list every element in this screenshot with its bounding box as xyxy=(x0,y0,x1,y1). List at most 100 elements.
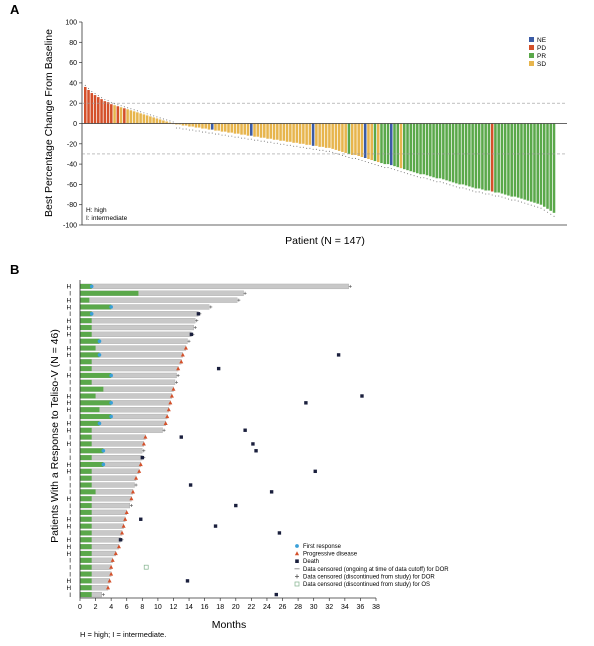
first-response-marker xyxy=(97,421,102,426)
waterfall-bar xyxy=(435,123,439,179)
patient-row: I xyxy=(69,311,202,318)
patient-group-label: H xyxy=(66,544,71,551)
waterfall-bar xyxy=(510,123,513,197)
bar-label-mark xyxy=(472,190,474,192)
patient-row: H xyxy=(66,544,121,551)
first-response-marker xyxy=(97,353,102,357)
progressive-disease-marker xyxy=(120,530,125,535)
bar-label-mark xyxy=(299,146,301,148)
patient-row: I xyxy=(69,448,258,455)
time-to-response-bar xyxy=(80,585,92,591)
legend-swatch-ne xyxy=(529,37,534,42)
patient-row: I xyxy=(69,592,278,599)
death-marker xyxy=(313,469,317,474)
time-to-response-bar xyxy=(80,414,112,419)
bar-label-mark xyxy=(179,127,181,129)
bar-label-mark xyxy=(286,144,288,146)
patient-group-label: I xyxy=(69,592,71,599)
waterfall-bar xyxy=(412,123,416,173)
duration-bar xyxy=(79,331,192,337)
progressive-disease-marker xyxy=(123,517,128,521)
death-marker xyxy=(179,435,183,439)
waterfall-bar xyxy=(406,123,409,171)
bar-label-mark xyxy=(309,147,311,149)
patient-row: I xyxy=(69,414,170,421)
time-to-response-bar xyxy=(80,571,92,577)
bar-label-mark xyxy=(270,141,272,143)
time-to-response-bar xyxy=(80,523,92,529)
x-tick-label: 38 xyxy=(372,604,380,611)
bar-label-mark xyxy=(400,171,402,173)
bar-label-mark xyxy=(107,100,109,102)
time-to-response-bar xyxy=(80,372,112,378)
waterfall-bar xyxy=(175,123,178,125)
bar-label-mark xyxy=(429,179,431,181)
bar-label-mark xyxy=(221,134,223,136)
waterfall-bar xyxy=(246,123,250,136)
bar-label-mark xyxy=(533,205,536,207)
bar-label-mark xyxy=(410,174,412,176)
duration-bar xyxy=(79,379,176,385)
bar-label-mark xyxy=(231,135,233,137)
waterfall-bar xyxy=(279,123,282,141)
patient-row: H xyxy=(66,393,364,400)
waterfall-bar xyxy=(223,123,227,132)
waterfall-bar xyxy=(389,123,393,166)
time-to-response-bar xyxy=(80,441,92,447)
bar-label-mark xyxy=(442,182,444,184)
duration-bar xyxy=(79,311,199,317)
legend-label-pr: PR xyxy=(537,53,546,60)
first-response-marker xyxy=(101,462,106,467)
bar-label-mark xyxy=(185,128,187,130)
panel-b-x-label: Months xyxy=(212,619,246,631)
progressive-disease-marker xyxy=(129,496,134,501)
waterfall-bar xyxy=(438,123,442,179)
bar-label-mark xyxy=(123,106,125,108)
waterfall-bar xyxy=(477,123,481,189)
time-to-response-bar xyxy=(80,489,96,495)
patient-row: H xyxy=(66,428,247,435)
patient-group-label: H xyxy=(66,537,71,544)
waterfall-bar xyxy=(116,106,120,124)
bar-label-mark xyxy=(172,121,174,123)
bar-label-mark xyxy=(426,178,428,180)
y-tick-label: 80 xyxy=(69,40,77,47)
patient-group-label: H xyxy=(66,304,71,311)
x-tick-label: 2 xyxy=(94,604,98,611)
bar-label-mark xyxy=(325,150,327,152)
bar-label-mark xyxy=(146,113,148,115)
waterfall-bar xyxy=(207,123,211,130)
bar-label-mark xyxy=(101,97,103,99)
patient-row: H xyxy=(66,345,188,352)
patient-row: H xyxy=(66,517,143,524)
time-to-response-bar xyxy=(80,304,112,310)
death-marker xyxy=(304,401,308,405)
patient-row: I xyxy=(69,558,115,565)
death-marker xyxy=(139,517,143,521)
patient-row: I xyxy=(69,503,238,510)
first-response-marker xyxy=(89,312,94,316)
x-tick-label: 14 xyxy=(185,604,193,611)
legend-swatch-pd xyxy=(529,45,534,50)
patient-row: H xyxy=(66,585,111,592)
bar-label-mark xyxy=(446,183,448,185)
bar-label-mark xyxy=(143,112,145,114)
bar-label-mark xyxy=(192,129,194,131)
bar-label-mark xyxy=(127,107,129,109)
bar-label-mark xyxy=(530,204,532,206)
progressive-disease-marker xyxy=(109,571,114,576)
waterfall-bar xyxy=(474,123,478,189)
bar-label-mark xyxy=(420,177,422,179)
waterfall-bar xyxy=(305,123,308,145)
bar-label-mark xyxy=(371,162,373,165)
first-response-marker xyxy=(109,305,113,309)
waterfall-bar xyxy=(84,86,87,124)
patient-group-label: H xyxy=(66,496,71,503)
time-to-response-bar xyxy=(80,352,100,358)
first-response-marker xyxy=(109,414,113,419)
patient-row: H xyxy=(66,304,213,311)
patient-group-label: I xyxy=(69,571,71,578)
x-tick-label: 12 xyxy=(170,604,178,611)
waterfall-bar xyxy=(263,123,266,138)
waterfall-bar xyxy=(126,109,129,124)
